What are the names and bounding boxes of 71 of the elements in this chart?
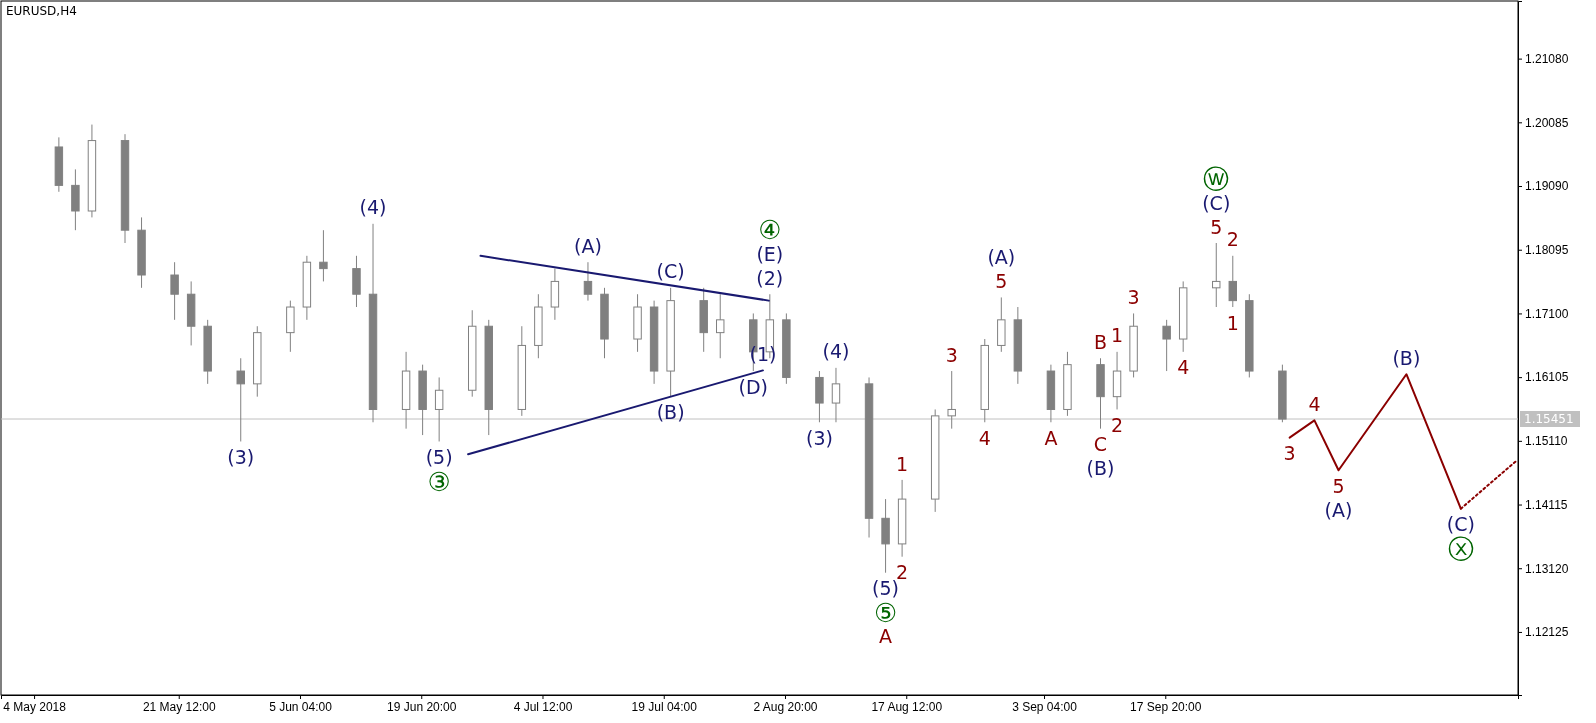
annotation: (4) — [822, 340, 850, 363]
y-tick-label: 1.18095 — [1525, 243, 1569, 258]
annotation: 3 — [1127, 286, 1140, 309]
annotation: (C) — [656, 260, 685, 283]
annotation: (C) — [1446, 513, 1475, 536]
annotation: (A) — [1324, 498, 1353, 521]
annotation: ③ — [427, 466, 451, 497]
y-tick-label: 1.17100 — [1525, 306, 1569, 321]
annotation: 4 — [1308, 393, 1321, 415]
y-tick-label: 1.12125 — [1525, 625, 1569, 640]
annotation: 3 — [1283, 442, 1296, 465]
candlestick — [434, 376, 444, 442]
candlestick — [1162, 319, 1171, 372]
annotation: (D) — [738, 375, 769, 398]
y-tick-label: 1.14115 — [1525, 497, 1568, 512]
candlestick — [947, 370, 956, 430]
x-tick-label: 4 May 2018 — [3, 699, 67, 714]
x-tick-label: 4 Jul 12:00 — [513, 699, 573, 714]
annotation: (B) — [1086, 457, 1115, 480]
annotation: (A) — [987, 246, 1016, 269]
annotation: 2 — [896, 561, 909, 584]
x-tick-label: 2 Aug 20:00 — [753, 699, 818, 714]
annotation: (3) — [805, 426, 833, 449]
annotation: (A) — [574, 234, 602, 257]
x-tick-label: 17 Sep 20:00 — [1130, 699, 1202, 714]
annotation: B — [1093, 330, 1108, 353]
ref-line-label: 1.15451 — [1524, 412, 1574, 426]
y-tick-label: 1.19090 — [1525, 179, 1569, 194]
annotation: (B) — [656, 401, 685, 424]
annotation: (5) — [425, 446, 453, 469]
candlestick — [1228, 255, 1238, 308]
annotation: 4 — [1177, 356, 1190, 379]
x-tick-label: 19 Jul 04:00 — [631, 699, 698, 714]
y-tick-label: 1.13120 — [1525, 561, 1569, 576]
annotation: ⓧ — [1447, 533, 1474, 564]
x-tick-label: 21 May 12:00 — [142, 699, 216, 714]
annotation: 5 — [1332, 474, 1345, 497]
annotation: (2) — [756, 266, 784, 289]
annotation: 5 — [995, 270, 1008, 293]
annotation: ⑤ — [873, 597, 898, 628]
y-tick-label: 1.15110 — [1525, 434, 1568, 449]
candlestick — [583, 261, 593, 302]
annotation: 1 — [1111, 324, 1124, 347]
x-tick-label: 5 Jun 04:00 — [269, 699, 333, 714]
y-tick-label: 1.16105 — [1525, 370, 1569, 385]
candlestick — [236, 357, 245, 442]
candlestick — [319, 229, 328, 282]
candlestick — [716, 293, 725, 359]
annotation: 5 — [1210, 215, 1223, 238]
annotation: 2 — [1111, 414, 1124, 437]
annotation: A — [879, 625, 893, 648]
annotation: C — [1093, 433, 1108, 456]
annotation: 2 — [1226, 228, 1239, 251]
annotation: 1 — [1226, 311, 1239, 334]
y-tick-label: 1.21080 — [1525, 51, 1569, 66]
chart-title: EURUSD,H4 — [6, 4, 77, 18]
x-tick-label: 3 Sep 04:00 — [1012, 699, 1078, 714]
candlestick — [1212, 242, 1221, 308]
annotation: (3) — [227, 446, 255, 469]
annotation: 3 — [945, 343, 958, 366]
x-tick-label: 17 Aug 12:00 — [871, 699, 943, 714]
candlestick — [831, 367, 841, 423]
annotation: (4) — [359, 196, 387, 219]
candlestick — [170, 261, 179, 321]
x-tick-label: 19 Jun 20:00 — [387, 699, 457, 714]
y-tick-label: 1.20085 — [1525, 115, 1569, 130]
annotation: A — [1044, 426, 1058, 449]
annotation: (1) — [749, 343, 777, 366]
annotation: (B) — [1392, 346, 1421, 369]
annotation: 4 — [978, 426, 991, 449]
annotation: 1 — [896, 452, 909, 475]
